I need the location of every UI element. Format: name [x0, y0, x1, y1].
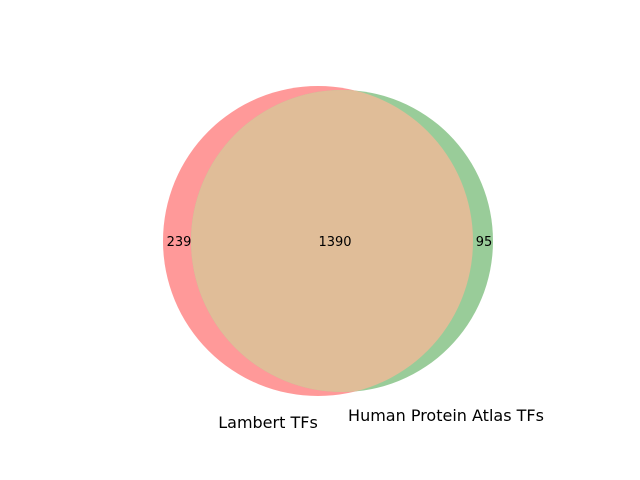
intersection-region	[191, 90, 473, 392]
lambert-only-count: 239	[167, 235, 192, 250]
set-label-human-protein-atlas-tfs: Human Protein Atlas TFs	[348, 406, 544, 425]
intersection-count: 1390	[318, 235, 351, 250]
set-label-lambert-tfs: Lambert TFs	[218, 413, 318, 432]
hpa-only-count: 95	[476, 235, 493, 250]
